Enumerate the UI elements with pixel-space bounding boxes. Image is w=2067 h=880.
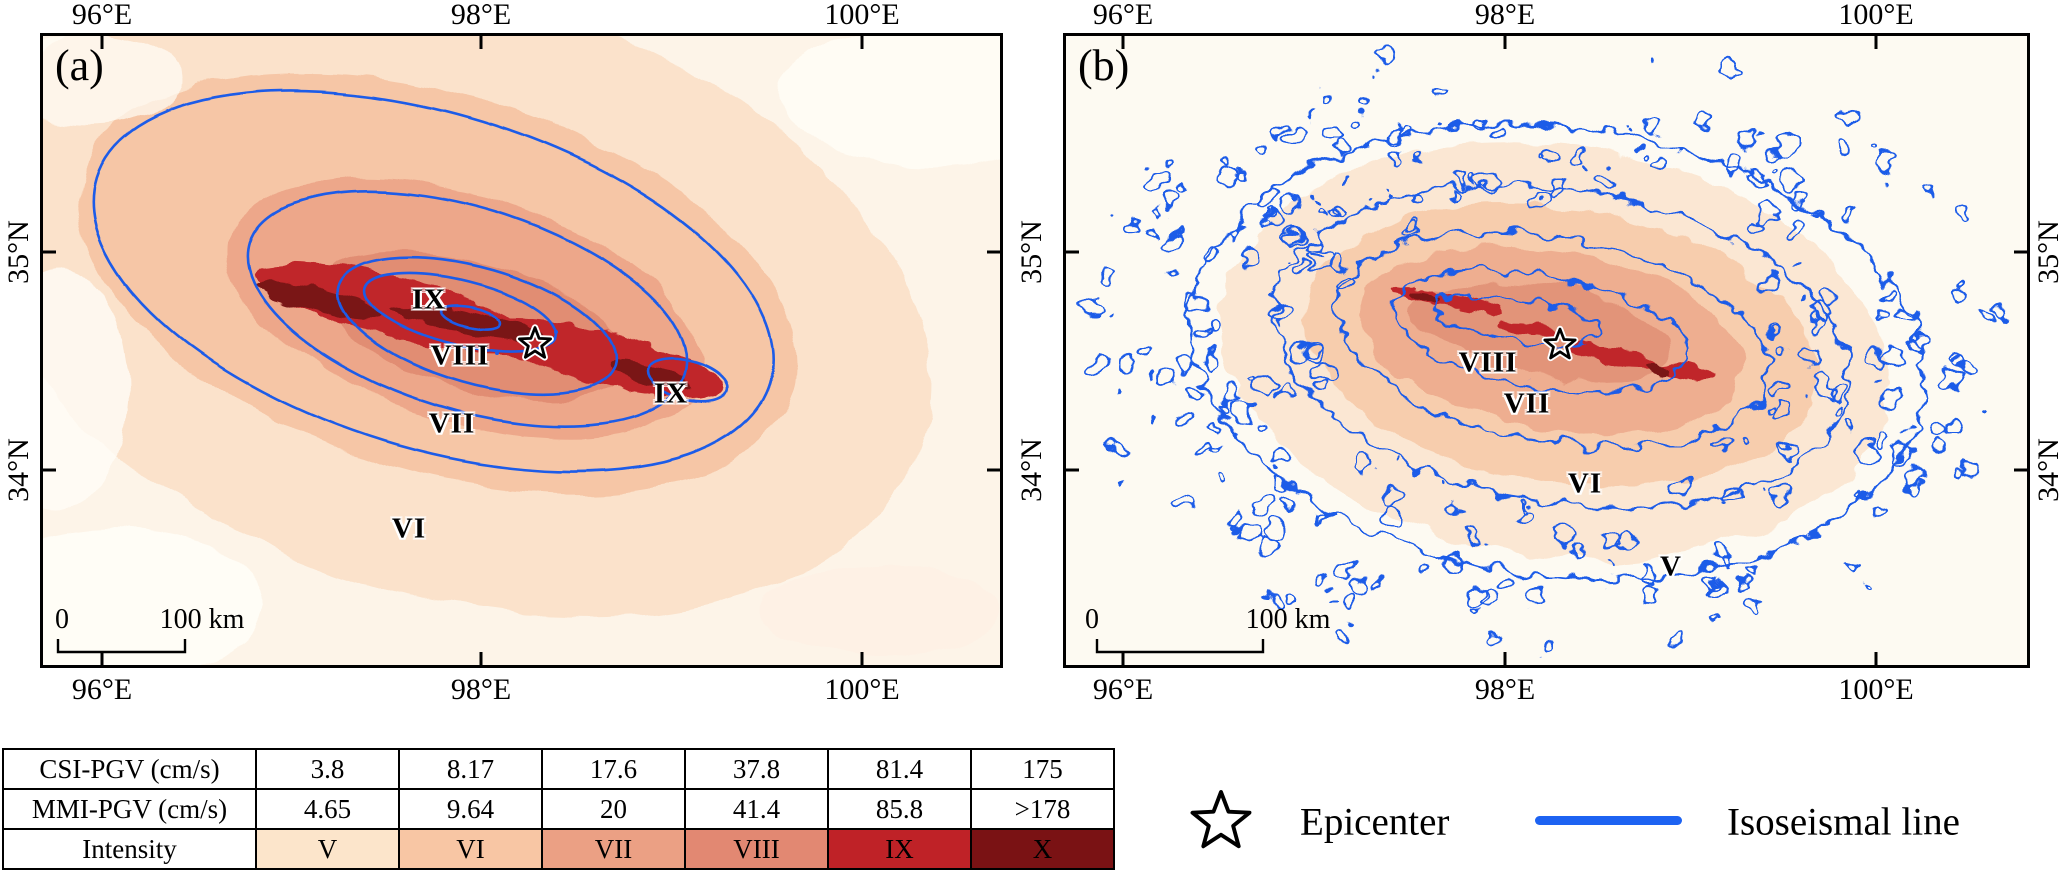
axis-a-bottom-98e: 98°E <box>450 673 512 706</box>
legend-isoseismal-label: Isoseismal line <box>1727 800 1960 844</box>
map-a-axis-ticks <box>43 36 1000 665</box>
csi-pgv-value: 17.6 <box>541 748 686 790</box>
legend-epicenter-label: Epicenter <box>1300 800 1450 844</box>
contour-label-a-vi: VI <box>391 512 427 545</box>
intensity-swatch-v: V <box>255 828 400 870</box>
axis-a-top-96e: 96°E <box>71 0 133 31</box>
intensity-swatch-vi: VI <box>398 828 543 870</box>
isoseismal-line-icon <box>1535 816 1682 825</box>
mmi-pgv-value: 20 <box>541 788 686 830</box>
panel-b-tag: (b) <box>1078 41 1130 90</box>
table-row-mmi-pgv: MMI-PGV (cm/s) 4.65 9.64 20 41.4 85.8 >1… <box>2 788 1115 830</box>
scalebar-b-zero: 0 <box>1085 604 1099 635</box>
axis-b-right-35n: 35°N <box>2032 220 2065 284</box>
map-a-contour-specks <box>465 330 558 355</box>
axis-a-left-34n: 34°N <box>2 438 35 502</box>
axis-a-left-35n: 35°N <box>2 220 35 284</box>
axis-b-bottom-98e: 98°E <box>1474 673 1536 706</box>
intensity-swatch-x: X <box>970 828 1115 870</box>
map-b-canvas <box>1066 36 2027 665</box>
axis-b-left-34n: 34°N <box>1015 438 1048 502</box>
mmi-pgv-value: 9.64 <box>398 788 543 830</box>
axis-a-top-100e: 100°E <box>824 0 900 31</box>
contour-label-b-v: V <box>1660 550 1682 583</box>
scalebar-b <box>1095 639 1265 654</box>
intensity-swatch-ix: IX <box>827 828 972 870</box>
row-header-mmi-pgv: MMI-PGV (cm/s) <box>2 788 257 830</box>
scalebar-a-zero: 0 <box>55 604 69 635</box>
table-row-intensity: Intensity V VI VII VIII IX X <box>2 828 1115 870</box>
map-a-isoseismal-contours <box>91 89 775 473</box>
row-header-intensity: Intensity <box>2 828 257 870</box>
mmi-pgv-value: >178 <box>970 788 1115 830</box>
csi-pgv-value: 81.4 <box>827 748 972 790</box>
contour-label-a-ix-west: IX <box>411 283 447 316</box>
epicenter-star-a <box>516 324 554 361</box>
map-a-white-terrain-patches <box>43 36 1000 665</box>
map-b-axis-ticks <box>1066 36 2027 665</box>
map-b-scattered-contour-blobs <box>1082 47 2011 650</box>
contour-label-b-vi: VI <box>1567 467 1603 500</box>
map-b-ix-specks <box>1394 286 1714 381</box>
csi-pgv-value: 8.17 <box>398 748 543 790</box>
axis-a-bottom-100e: 100°E <box>824 673 900 706</box>
csi-pgv-value: 3.8 <box>255 748 400 790</box>
scalebar-a-100km: 100 km <box>159 604 245 635</box>
mmi-pgv-value: 4.65 <box>255 788 400 830</box>
csi-pgv-value: 175 <box>970 748 1115 790</box>
intensity-swatch-vii: VII <box>541 828 686 870</box>
mmi-pgv-value: 41.4 <box>684 788 829 830</box>
contour-label-b-vii: VII <box>1503 387 1551 420</box>
intensity-swatch-viii: VIII <box>684 828 829 870</box>
scalebar-b-100km: 100 km <box>1245 604 1331 635</box>
axis-b-left-35n: 35°N <box>1015 220 1048 284</box>
mmi-pgv-value: 85.8 <box>827 788 972 830</box>
scalebar-a <box>56 639 187 654</box>
axis-b-right-34n: 34°N <box>2032 438 2065 502</box>
epicenter-star-b <box>1541 325 1579 362</box>
contour-label-a-ix-east: IX <box>653 377 689 410</box>
map-b-isoseismal-contours <box>1190 123 1926 581</box>
row-header-csi-pgv: CSI-PGV (cm/s) <box>2 748 257 790</box>
axis-b-top-98e: 98°E <box>1474 0 1536 31</box>
contour-label-a-vii: VII <box>428 407 476 440</box>
panel-a-tag: (a) <box>55 41 104 90</box>
epicenter-star-icon <box>1190 790 1252 849</box>
contour-label-a-viii: VIII <box>430 339 490 372</box>
axis-b-top-96e: 96°E <box>1092 0 1154 31</box>
table-row-csi-pgv: CSI-PGV (cm/s) 3.8 8.17 17.6 37.8 81.4 1… <box>2 748 1115 790</box>
contour-label-b-viii: VIII <box>1458 346 1518 379</box>
axis-b-bottom-96e: 96°E <box>1092 673 1154 706</box>
axis-b-bottom-100e: 100°E <box>1838 673 1914 706</box>
intensity-pgv-table: CSI-PGV (cm/s) 3.8 8.17 17.6 37.8 81.4 1… <box>2 748 1115 870</box>
map-legend: Epicenter Isoseismal line <box>1185 782 2045 862</box>
axis-b-top-100e: 100°E <box>1838 0 1914 31</box>
map-a-canvas <box>43 36 1000 665</box>
map-panel-b <box>1063 33 2030 668</box>
axis-a-bottom-96e: 96°E <box>71 673 133 706</box>
map-panel-a <box>40 33 1003 668</box>
csi-pgv-value: 37.8 <box>684 748 829 790</box>
axis-a-top-98e: 98°E <box>450 0 512 31</box>
